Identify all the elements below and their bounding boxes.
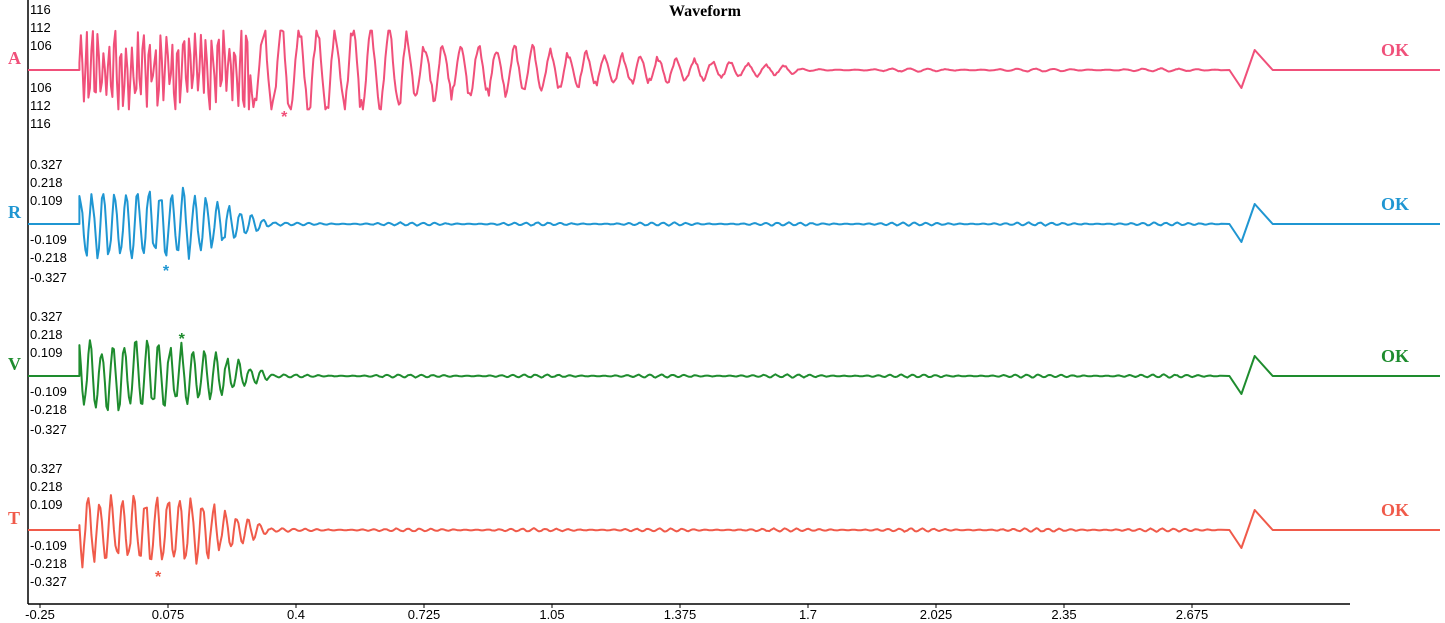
y-tick-label: 0.109 [30, 345, 63, 360]
phase-marker: * [179, 331, 186, 348]
y-tick-label: 0.218 [30, 175, 63, 190]
status-ok-label: OK [1381, 500, 1409, 520]
y-tick-label: 112 [30, 20, 51, 35]
y-tick-label: 106 [30, 80, 52, 95]
chart-title: Waveform [669, 3, 742, 20]
y-tick-label: -0.327 [30, 270, 67, 285]
waveform-trace [28, 494, 1440, 569]
x-tick-label: 1.7 [799, 607, 817, 622]
x-tick-label: 0.4 [287, 607, 305, 622]
x-tick-label: 1.375 [664, 607, 697, 622]
x-tick-label: 0.075 [152, 607, 185, 622]
y-tick-label: -0.109 [30, 232, 67, 247]
channel-r: R 0.327 0.218 0.109 -0.109 -0.218 -0.327 * OK [8, 157, 1440, 285]
channel-t: T 0.327 0.218 0.109 -0.109 -0.218 -0.327 * OK [8, 461, 1440, 589]
x-tick-label: 0.725 [408, 607, 441, 622]
y-tick-label: 0.109 [30, 497, 63, 512]
channel-a: A 116 112 106 106 112 116 * OK [8, 2, 1440, 131]
channel-label: T [8, 508, 20, 528]
x-tick-label: 1.05 [539, 607, 564, 622]
y-tick-label: 0.327 [30, 461, 63, 476]
x-tick-label: 2.025 [920, 607, 953, 622]
x-tick-label: -0.25 [25, 607, 55, 622]
y-tick-label: 0.109 [30, 193, 63, 208]
waveform-trace [28, 29, 1440, 111]
status-ok-label: OK [1381, 346, 1409, 366]
y-tick-label: 106 [30, 38, 52, 53]
y-tick-label: -0.218 [30, 250, 67, 265]
channel-label: R [8, 202, 22, 222]
channel-label: V [8, 354, 21, 374]
x-tick-label: 2.35 [1051, 607, 1076, 622]
channel-v: V 0.327 0.218 0.109 -0.109 -0.218 -0.327 * OK [8, 309, 1440, 437]
y-tick-label: -0.218 [30, 556, 67, 571]
phase-marker: * [155, 569, 162, 586]
y-tick-label: -0.327 [30, 422, 67, 437]
status-ok-label: OK [1381, 40, 1409, 60]
waveform-trace [28, 186, 1440, 260]
y-tick-label: 0.327 [30, 157, 63, 172]
y-tick-label: -0.327 [30, 574, 67, 589]
x-tick-label: 2.675 [1176, 607, 1209, 622]
y-tick-label: 116 [30, 116, 51, 131]
y-tick-label: 116 [30, 2, 51, 17]
y-tick-label: 0.218 [30, 327, 63, 342]
channels-layer: A 116 112 106 106 112 116 * OK R 0.327 0.218 0.109 -0… [8, 2, 1440, 589]
phase-marker: * [163, 263, 170, 280]
y-tick-label: -0.109 [30, 538, 67, 553]
channel-label: A [8, 48, 21, 68]
y-tick-label: 112 [30, 98, 51, 113]
x-axis-ticks: -0.25 0.075 0.4 0.725 1.05 1.375 1.7 2.025 2.35 2… [25, 604, 1208, 622]
y-tick-label: -0.109 [30, 384, 67, 399]
y-tick-label: -0.218 [30, 402, 67, 417]
waveform-trace [28, 339, 1440, 412]
y-tick-label: 0.327 [30, 309, 63, 324]
y-tick-label: 0.218 [30, 479, 63, 494]
phase-marker: * [281, 109, 288, 126]
status-ok-label: OK [1381, 194, 1409, 214]
